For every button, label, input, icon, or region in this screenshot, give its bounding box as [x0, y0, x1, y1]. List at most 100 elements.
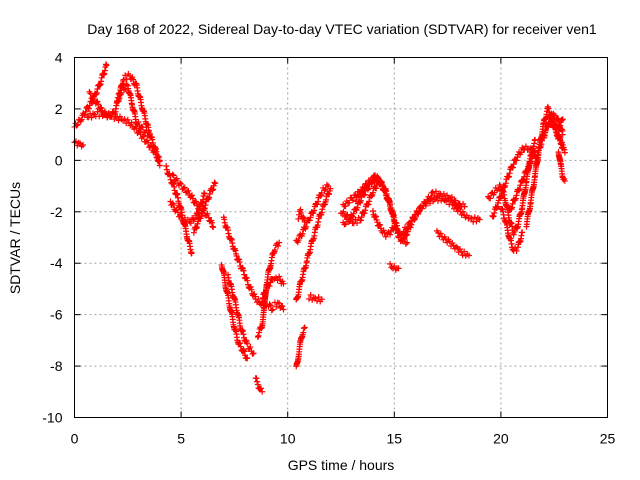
data-point — [147, 142, 154, 149]
data-point — [465, 252, 472, 259]
data-point — [237, 343, 244, 350]
data-point — [382, 192, 389, 199]
data-point — [256, 329, 263, 336]
data-point — [247, 344, 254, 351]
data-point — [440, 190, 447, 197]
data-point — [369, 189, 376, 196]
data-point — [310, 210, 317, 217]
data-point — [346, 199, 353, 206]
data-point — [78, 116, 85, 123]
x-tick-label: 15 — [387, 431, 403, 447]
data-point — [195, 210, 202, 217]
data-point — [240, 267, 247, 274]
data-point — [387, 231, 394, 238]
data-point — [190, 229, 197, 236]
data-point — [513, 157, 520, 164]
y-tick-label: -2 — [50, 204, 63, 220]
data-point — [263, 287, 270, 294]
data-point — [103, 62, 110, 69]
data-point — [139, 124, 146, 131]
data-point — [559, 131, 566, 138]
data-point — [114, 94, 121, 101]
data-point — [274, 299, 281, 306]
data-point — [444, 196, 451, 203]
data-point — [494, 203, 501, 210]
data-point — [382, 233, 389, 240]
data-point — [561, 146, 568, 153]
data-point — [377, 177, 384, 184]
x-tick-label: 0 — [71, 431, 79, 447]
data-point — [244, 277, 251, 284]
x-tick-label: 5 — [177, 431, 185, 447]
data-point — [243, 274, 250, 281]
data-point — [306, 295, 313, 302]
data-point — [350, 210, 357, 217]
data-point — [427, 200, 434, 207]
data-point — [468, 215, 475, 222]
data-point — [487, 195, 494, 202]
y-tick-label: 4 — [55, 50, 63, 66]
data-point — [297, 206, 304, 213]
data-point — [268, 307, 275, 314]
data-point — [314, 201, 321, 208]
data-point — [380, 227, 387, 234]
data-point — [459, 208, 466, 215]
data-point — [123, 81, 130, 88]
data-point — [381, 185, 388, 192]
data-point — [349, 197, 356, 204]
data-point — [429, 189, 436, 196]
data-point — [379, 182, 386, 189]
data-point — [518, 149, 525, 156]
data-point — [323, 181, 330, 188]
data-point — [78, 143, 85, 150]
data-point — [204, 210, 211, 217]
x-axis-label: GPS time / hours — [288, 457, 395, 473]
data-point — [360, 188, 367, 195]
data-point — [314, 297, 321, 304]
data-point — [279, 303, 286, 310]
data-point — [325, 183, 332, 190]
data-point — [147, 130, 154, 137]
data-point — [255, 332, 262, 339]
data-point — [551, 112, 558, 119]
data-point — [295, 237, 302, 244]
data-point — [241, 348, 248, 355]
data-point — [545, 105, 552, 112]
data-point — [181, 214, 188, 221]
data-point — [357, 217, 364, 224]
data-point — [422, 202, 429, 209]
data-point — [545, 122, 552, 129]
data-point — [236, 259, 243, 266]
data-point — [353, 219, 360, 226]
data-point — [513, 247, 520, 254]
data-point — [105, 110, 112, 117]
data-point — [94, 98, 101, 105]
data-point — [315, 294, 322, 301]
data-point — [520, 177, 527, 184]
data-point — [202, 202, 209, 209]
data-point — [114, 97, 121, 104]
data-point — [322, 186, 329, 193]
data-point — [271, 246, 278, 253]
data-point — [387, 260, 394, 267]
data-point — [400, 238, 407, 245]
data-point — [507, 205, 514, 212]
data-point — [254, 334, 261, 341]
data-point — [206, 194, 213, 201]
data-point — [210, 186, 217, 193]
y-tick-label: -4 — [50, 255, 63, 271]
data-point — [85, 105, 92, 112]
data-point — [177, 179, 184, 186]
data-point — [378, 178, 385, 185]
data-point — [432, 188, 439, 195]
chart-title: Day 168 of 2022, Sidereal Day-to-day VTE… — [87, 21, 597, 37]
data-point — [247, 283, 254, 290]
data-point — [369, 207, 376, 214]
data-point — [419, 205, 426, 212]
data-point — [399, 231, 406, 238]
data-point — [148, 142, 155, 149]
data-point — [317, 192, 324, 199]
data-point — [187, 220, 194, 227]
data-point — [295, 215, 302, 222]
